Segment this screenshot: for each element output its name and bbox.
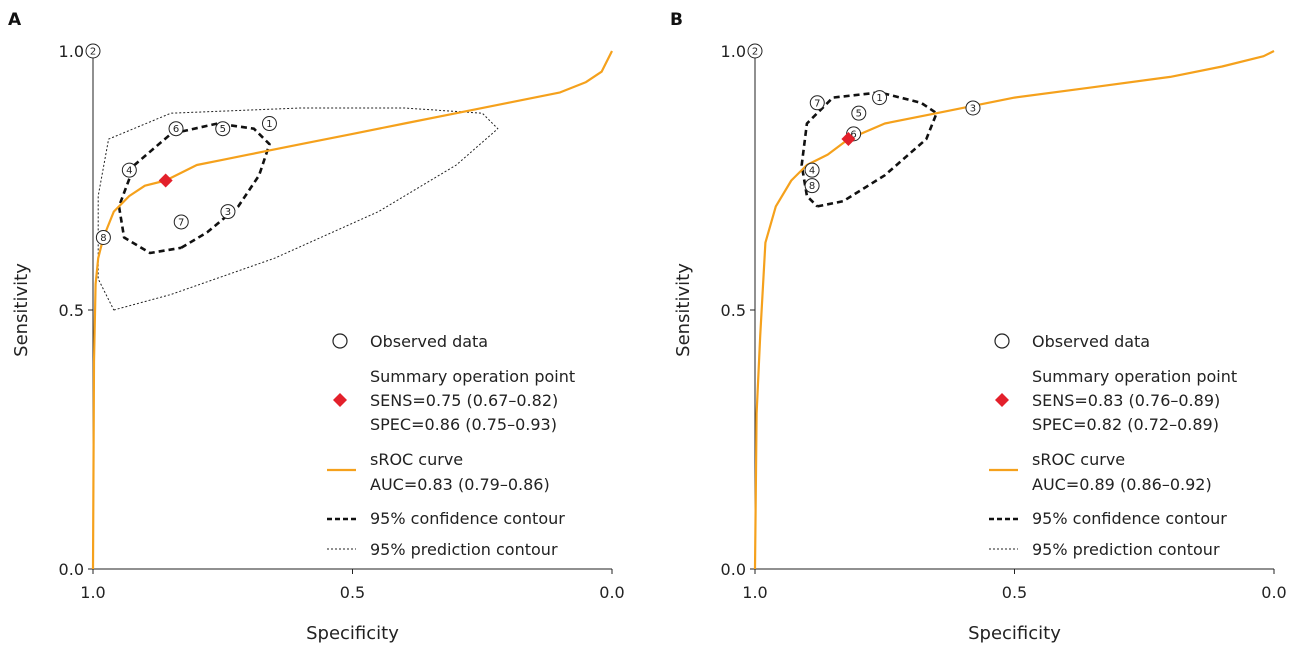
study-point (220, 204, 236, 220)
study-label: 4 (126, 166, 132, 177)
study-point (747, 43, 763, 59)
study-point (173, 214, 189, 230)
study-label: 6 (850, 129, 856, 140)
legend-prediction-label: 95% prediction contour (1032, 540, 1220, 559)
x-tick-label: 1.0 (742, 583, 767, 602)
study-label: 5 (856, 109, 862, 120)
study-label: 2 (752, 47, 758, 58)
legend-summary-sens: SENS=0.75 (0.67–0.82) (370, 391, 558, 410)
study-label: 5 (220, 124, 226, 135)
prediction-contour (97, 107, 499, 311)
y-tick-label: 0.5 (59, 301, 84, 320)
sroc-curve (91, 50, 613, 570)
legend-sroc-label: sROC curve (370, 450, 463, 469)
legend-summary-marker (995, 393, 1009, 407)
panel-label: B (670, 10, 683, 30)
legend-summary-label: Summary operation point (370, 367, 575, 386)
summary-point-marker (841, 132, 856, 147)
study-point (215, 121, 231, 137)
legend-observed-label: Observed data (1032, 332, 1150, 351)
chart-b: B 0.0 0.5 1.0 1.0 0.5 0.0 Specificity Sensitivit… (670, 10, 1287, 644)
study-label: 1 (266, 119, 272, 130)
legend-sroc-label: sROC curve (1032, 450, 1125, 469)
legend-summary-spec: SPEC=0.86 (0.75–0.93) (370, 415, 557, 434)
panel-label: A (8, 10, 22, 30)
x-tick-label: 0.5 (340, 583, 365, 602)
study-label: 2 (90, 47, 96, 58)
study-point (95, 229, 111, 245)
legend-summary-label: Summary operation point (1032, 367, 1237, 386)
confidence-contour (117, 122, 271, 255)
study-point (809, 95, 825, 111)
panel-b: B 0.0 0.5 1.0 1.0 0.5 0.0 Specificity Sensitivit… (662, 0, 1297, 645)
study-point (804, 178, 820, 194)
study-point (261, 116, 277, 132)
study-label: 3 (225, 207, 231, 218)
study-point (872, 90, 888, 106)
study-label: 7 (814, 98, 820, 109)
study-label: 8 (809, 181, 815, 192)
legend-summary-sens: SENS=0.83 (0.76–0.89) (1032, 391, 1220, 410)
y-axis-title: Sensitivity (673, 263, 694, 357)
legend-auc-label: AUC=0.83 (0.79–0.86) (370, 475, 550, 494)
study-label: 7 (178, 217, 184, 228)
confidence-contour (800, 91, 938, 208)
y-tick-label: 0.0 (59, 560, 84, 579)
y-tick-label: 1.0 (721, 42, 746, 61)
y-tick-label: 0.5 (721, 301, 746, 320)
x-axis-title: Specificity (968, 623, 1061, 644)
study-point (804, 162, 820, 178)
study-label: 1 (876, 93, 882, 104)
study-point (121, 162, 137, 178)
legend-observed-marker (994, 333, 1010, 349)
legend-confidence-label: 95% confidence contour (1032, 509, 1227, 528)
summary-point-marker (158, 173, 173, 188)
legend-summary-marker (333, 393, 347, 407)
panel-a: A 0.0 0.5 1.0 1.0 0.5 0.0 Specificity Sensitivit… (0, 0, 648, 645)
chart-a: A 0.0 0.5 1.0 1.0 0.5 0.0 Specificity Sensitivit… (8, 10, 625, 644)
x-tick-label: 0.0 (1261, 583, 1286, 602)
study-label: 8 (100, 233, 106, 244)
study-label: 3 (970, 103, 976, 114)
study-point (168, 121, 184, 137)
legend-prediction-label: 95% prediction contour (370, 540, 558, 559)
legend-auc-label: AUC=0.89 (0.86–0.92) (1032, 475, 1212, 494)
legend-observed-marker (332, 333, 348, 349)
legend-confidence-label: 95% confidence contour (370, 509, 565, 528)
x-tick-label: 1.0 (80, 583, 105, 602)
x-tick-label: 0.0 (599, 583, 624, 602)
legend-observed-label: Observed data (370, 332, 488, 351)
study-point (965, 100, 981, 116)
legend-summary-spec: SPEC=0.82 (0.72–0.89) (1032, 415, 1219, 434)
x-axis-title: Specificity (306, 623, 399, 644)
y-tick-label: 1.0 (59, 42, 84, 61)
study-label: 4 (809, 166, 815, 177)
y-tick-label: 0.0 (721, 560, 746, 579)
study-point (851, 105, 867, 121)
study-label: 6 (173, 124, 179, 135)
study-point (85, 43, 101, 59)
y-axis-title: Sensitivity (11, 263, 32, 357)
x-tick-label: 0.5 (1002, 583, 1027, 602)
